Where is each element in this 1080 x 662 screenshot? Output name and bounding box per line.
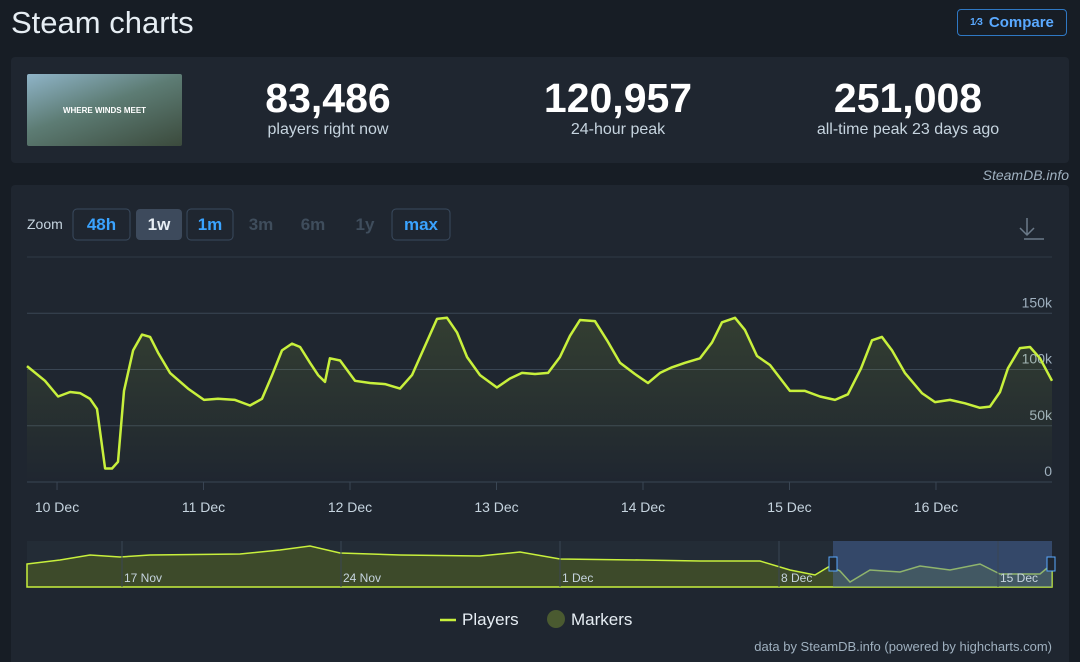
download-icon[interactable] xyxy=(1019,218,1044,240)
legend-label[interactable]: Markers xyxy=(571,610,632,629)
series-area xyxy=(27,317,1052,482)
zoom-button-label[interactable]: 48h xyxy=(87,215,116,234)
stat-value: 251,008 xyxy=(833,75,983,121)
x-tick-label: 16 Dec xyxy=(914,499,958,515)
stat: 251,008 all-time peak 23 days ago xyxy=(788,75,1028,139)
x-tick-label: 14 Dec xyxy=(621,499,665,515)
compare-icon: 1⁄3 xyxy=(970,17,983,28)
zoom-button-label[interactable]: max xyxy=(404,215,439,234)
navigator-label: 17 Nov xyxy=(124,571,162,585)
navigator-handle[interactable] xyxy=(828,556,838,572)
navigator-window[interactable] xyxy=(833,541,1052,587)
navigator-handle[interactable] xyxy=(1046,556,1056,572)
stats-panel: WHERE WINDS MEET 83,486 players right now… xyxy=(11,57,1069,163)
stat: 83,486 players right now xyxy=(208,75,448,139)
game-image: WHERE WINDS MEET xyxy=(27,74,182,146)
navigator-label: 15 Dec xyxy=(1000,571,1038,585)
zoom-button-label[interactable]: 1m xyxy=(198,215,223,234)
zoom-label: Zoom xyxy=(27,216,63,232)
x-tick-label: 12 Dec xyxy=(328,499,372,515)
zoom-button-label: 6m xyxy=(301,215,326,234)
page-title: Steam charts xyxy=(11,5,194,40)
stat: 120,957 24-hour peak xyxy=(498,75,738,139)
navigator-series xyxy=(26,545,1053,588)
source-link[interactable]: SteamDB.info xyxy=(982,167,1069,183)
x-tick-label: 15 Dec xyxy=(767,499,811,515)
stat-value: 120,957 xyxy=(543,75,693,121)
stat-value: 83,486 xyxy=(265,75,391,121)
compare-button[interactable]: 1⁄3 Compare xyxy=(957,9,1067,36)
zoom-button[interactable] xyxy=(391,208,451,241)
navigator-label: 1 Dec xyxy=(562,571,593,585)
legend-marker xyxy=(547,610,565,628)
legend-label[interactable]: Players xyxy=(462,610,519,629)
x-tick-label: 10 Dec xyxy=(35,499,79,515)
zoom-button[interactable] xyxy=(72,208,131,241)
navigator-label: 24 Nov xyxy=(343,571,381,585)
x-tick-label: 11 Dec xyxy=(182,499,225,515)
zoom-button-label: 3m xyxy=(249,215,274,234)
x-tick-label: 13 Dec xyxy=(474,499,518,515)
stat-label: all-time peak 23 days ago xyxy=(816,121,1000,138)
stat-label: players right now xyxy=(267,121,389,138)
zoom-button[interactable] xyxy=(186,208,234,241)
credit: data by SteamDB.info (powered by highcha… xyxy=(754,639,1052,654)
stat-label: 24-hour peak xyxy=(570,121,666,138)
zoom-button-label: 1y xyxy=(356,215,375,234)
y-tick-label: 150k xyxy=(1022,294,1053,310)
zoom-button-label[interactable]: 1w xyxy=(148,215,171,234)
zoom-button[interactable] xyxy=(136,209,182,240)
navigator-label: 8 Dec xyxy=(781,571,812,585)
series-line xyxy=(26,316,1054,470)
compare-label: Compare xyxy=(988,14,1054,31)
